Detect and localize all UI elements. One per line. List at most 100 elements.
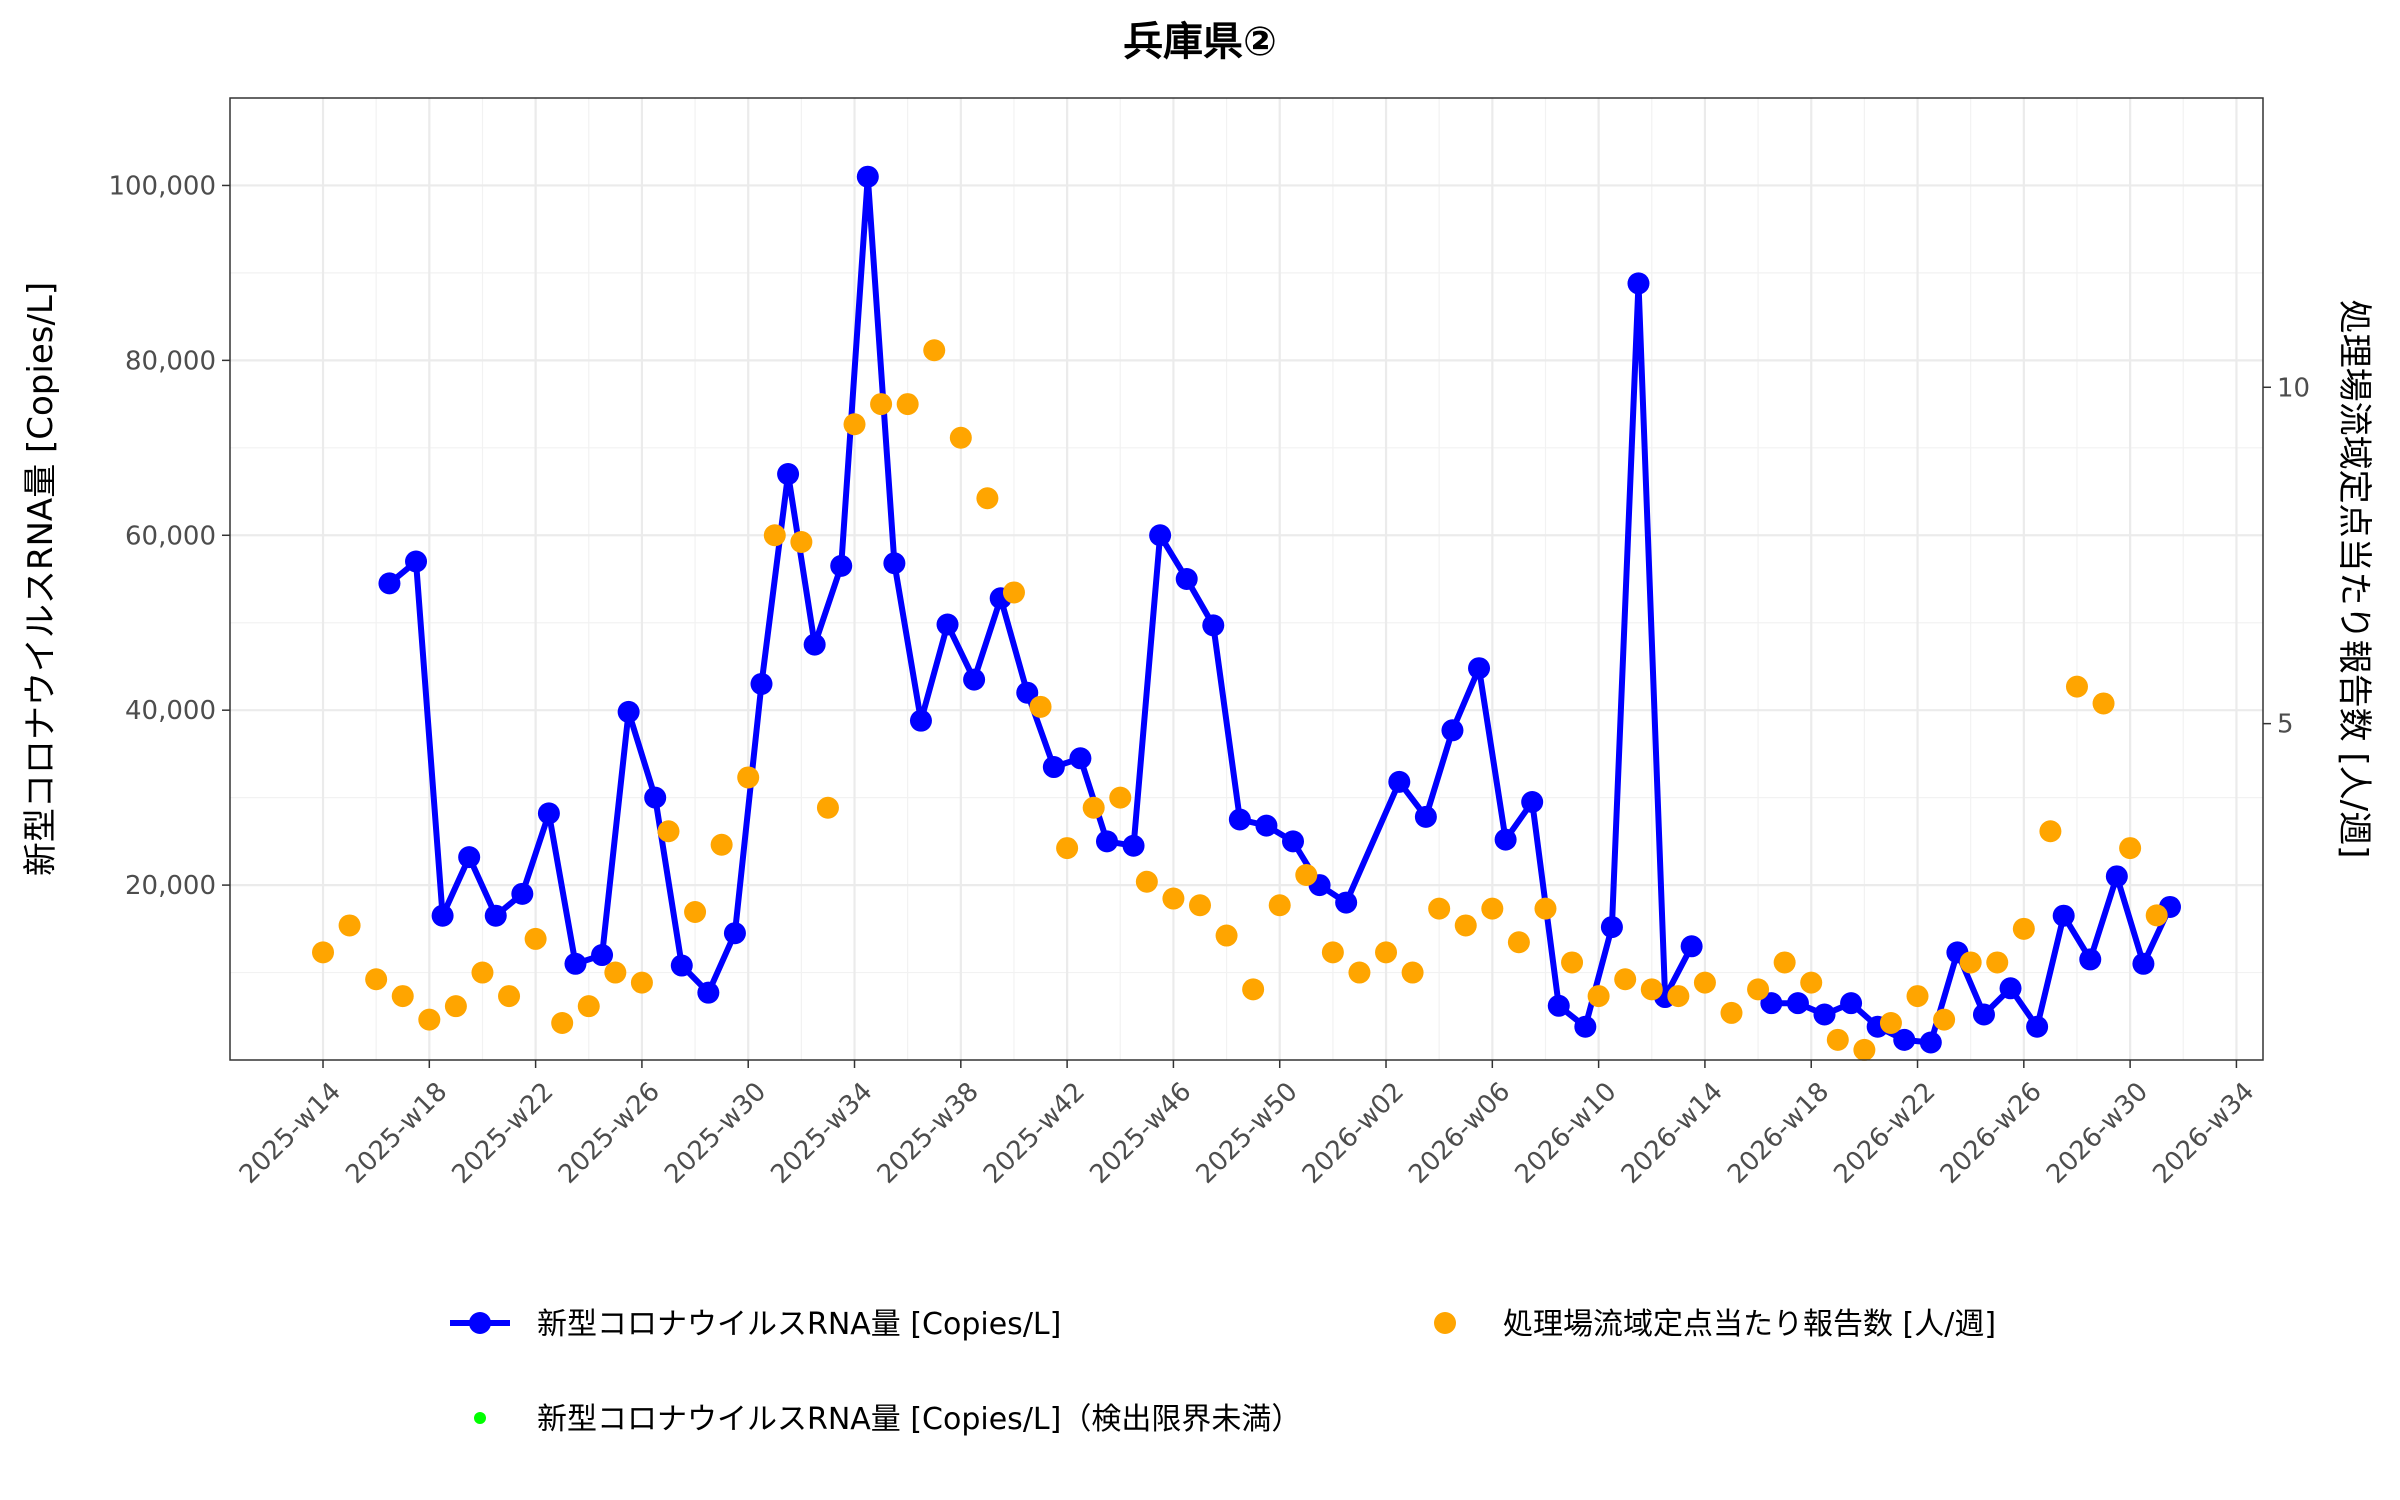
x-tick-label: 2025-w34 bbox=[765, 1077, 878, 1190]
rna-data-point bbox=[431, 904, 454, 927]
report-data-point bbox=[1667, 985, 1690, 1008]
report-data-point bbox=[1534, 897, 1557, 920]
x-tick-label: 2026-w10 bbox=[1510, 1077, 1623, 1190]
rna-data-point bbox=[591, 944, 614, 967]
report-data-point bbox=[1747, 978, 1770, 1001]
report-data-point bbox=[418, 1008, 441, 1031]
rna-data-point bbox=[803, 633, 826, 656]
report-data-point bbox=[391, 985, 414, 1008]
y-axis-title: 新型コロナウイルスRNA量 [Copies/L] bbox=[21, 282, 61, 876]
y-tick-label: 80,000 bbox=[125, 346, 216, 376]
report-data-point bbox=[790, 531, 813, 553]
report-data-point bbox=[1162, 887, 1185, 910]
report-data-point bbox=[1321, 941, 1344, 964]
report-data-point bbox=[896, 393, 919, 416]
rna-data-point bbox=[1919, 1031, 1942, 1054]
report-data-point bbox=[2012, 917, 2035, 940]
rna-data-point bbox=[1175, 568, 1198, 590]
rna-data-point bbox=[963, 668, 986, 691]
report-data-point bbox=[976, 487, 999, 510]
rna-data-point bbox=[1095, 830, 1118, 853]
report-data-point bbox=[1375, 941, 1398, 964]
rna-data-point bbox=[697, 981, 720, 1004]
report-data-point bbox=[2145, 904, 2168, 927]
x-tick-label: 2026-w34 bbox=[2147, 1077, 2260, 1190]
report-data-point bbox=[1029, 695, 1052, 718]
report-data-point bbox=[1906, 985, 1929, 1008]
report-data-point bbox=[1826, 1028, 1849, 1051]
rna-data-point bbox=[2026, 1015, 2049, 1038]
x-tick-label: 2025-w30 bbox=[659, 1077, 772, 1190]
x-tick-label: 2026-w22 bbox=[1828, 1077, 1941, 1190]
x-tick-label: 2026-w14 bbox=[1616, 1077, 1729, 1190]
report-data-point bbox=[312, 941, 335, 964]
report-data-point bbox=[1587, 985, 1610, 1008]
report-data-point bbox=[1693, 971, 1716, 994]
y-tick-label: 40,000 bbox=[125, 696, 216, 726]
report-data-point bbox=[710, 833, 733, 856]
rna-data-point bbox=[1760, 992, 1783, 1015]
rna-data-point bbox=[1042, 756, 1065, 779]
report-data-point bbox=[551, 1012, 574, 1034]
report-data-point bbox=[1002, 581, 1025, 604]
x-tick-label: 2026-w30 bbox=[2041, 1077, 2154, 1190]
rna-data-point bbox=[1999, 977, 2022, 1000]
report-data-point bbox=[1481, 897, 1504, 920]
report-data-point bbox=[1135, 870, 1158, 893]
rna-data-point bbox=[484, 904, 507, 927]
rna-data-point bbox=[644, 786, 667, 809]
report-data-point bbox=[498, 985, 521, 1008]
rna-data-point bbox=[1335, 891, 1358, 914]
rna-data-point bbox=[511, 882, 534, 905]
rna-data-point bbox=[1468, 657, 1491, 680]
report-data-point bbox=[1401, 961, 1424, 984]
rna-data-point bbox=[883, 552, 906, 575]
legend-key-rna-point bbox=[469, 1312, 491, 1334]
rna-data-point bbox=[1494, 828, 1517, 851]
report-data-point bbox=[604, 961, 627, 984]
rna-data-point bbox=[936, 613, 959, 636]
report-data-point bbox=[870, 393, 893, 416]
rna-data-point bbox=[1547, 994, 1570, 1017]
report-data-point bbox=[1082, 796, 1105, 819]
report-data-point bbox=[1348, 961, 1371, 984]
y-tick-label: 60,000 bbox=[125, 521, 216, 551]
rna-data-point bbox=[830, 554, 853, 577]
report-data-point bbox=[1986, 951, 2009, 974]
rna-data-point bbox=[378, 572, 401, 595]
rna-data-point bbox=[537, 802, 560, 825]
rna-data-point bbox=[1600, 916, 1623, 939]
report-data-point bbox=[1507, 931, 1530, 954]
report-data-point bbox=[684, 901, 707, 923]
report-data-point bbox=[1561, 951, 1584, 974]
report-data-point bbox=[1720, 1001, 1743, 1024]
report-data-point bbox=[1454, 914, 1477, 937]
rna-data-point bbox=[2052, 904, 2075, 927]
x-tick-label: 2026-w06 bbox=[1403, 1077, 1516, 1190]
rna-data-point bbox=[458, 846, 481, 869]
rna-data-point bbox=[2079, 948, 2102, 971]
report-data-point bbox=[471, 961, 494, 984]
rna-data-point bbox=[1521, 791, 1544, 814]
report-data-point bbox=[1773, 951, 1796, 974]
x-tick-label: 2025-w26 bbox=[553, 1077, 666, 1190]
rna-data-point bbox=[1255, 814, 1278, 837]
rna-data-point bbox=[856, 165, 879, 188]
plot-background bbox=[230, 98, 2263, 1060]
rna-data-point bbox=[405, 550, 428, 573]
rna-data-point bbox=[1388, 770, 1411, 793]
report-data-point bbox=[1268, 894, 1291, 917]
x-tick-label: 2026-w18 bbox=[1722, 1077, 1835, 1190]
grid-lines bbox=[230, 98, 2263, 1060]
rna-data-point bbox=[1414, 805, 1437, 828]
report-data-point bbox=[843, 413, 866, 436]
rna-data-point bbox=[1016, 681, 1039, 704]
legend-label-rna: 新型コロナウイルスRNA量 [Copies/L] bbox=[537, 1307, 1061, 1342]
report-data-point bbox=[524, 927, 547, 950]
report-data-point bbox=[1188, 894, 1211, 917]
x-tick-label: 2025-w18 bbox=[340, 1077, 453, 1190]
rna-data-point bbox=[2105, 865, 2128, 888]
rna-data-point bbox=[2132, 952, 2155, 975]
rna-data-point bbox=[1122, 834, 1145, 857]
report-data-point bbox=[923, 339, 946, 362]
